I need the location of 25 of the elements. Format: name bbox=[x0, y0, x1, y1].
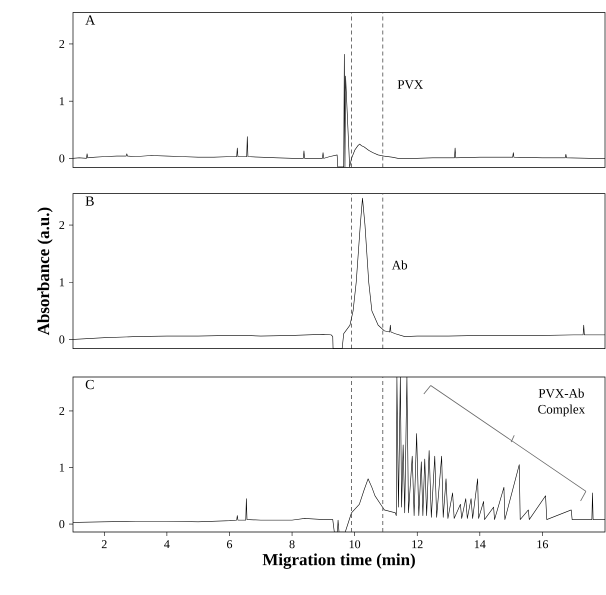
annotation: Ab bbox=[392, 260, 408, 270]
y-tick-label: 0 bbox=[59, 520, 64, 528]
y-tick-label: 1 bbox=[60, 278, 64, 286]
chart-title: B bbox=[86, 196, 94, 206]
x-tick-label: 14 bbox=[474, 540, 486, 548]
x-tick-label: 16 bbox=[537, 540, 548, 548]
x-tick-label: 6 bbox=[227, 540, 232, 548]
x-axis-title: Migration time (min) bbox=[262, 553, 415, 569]
y-tick-label: 1 bbox=[60, 464, 64, 472]
chart-title: C bbox=[86, 380, 94, 390]
annotation: PVX-Ab Complex bbox=[538, 388, 585, 416]
y-tick-label: 2 bbox=[59, 406, 64, 415]
x-tick-label: 8 bbox=[290, 540, 295, 548]
y-tick-label: 2 bbox=[59, 221, 64, 230]
y-tick-label: 0 bbox=[59, 154, 64, 162]
y-axis-title: Absorbance (a.u.) bbox=[37, 208, 53, 336]
x-tick-label: 2 bbox=[102, 540, 107, 548]
y-tick-label: 1 bbox=[60, 97, 64, 106]
annotation: PVX bbox=[398, 80, 424, 89]
y-tick-label: 0 bbox=[59, 335, 64, 344]
y-tick-label: 2 bbox=[59, 40, 64, 48]
x-tick-label: 12 bbox=[412, 540, 423, 548]
x-tick-label: 10 bbox=[350, 540, 360, 548]
chart-title: A bbox=[85, 15, 96, 25]
x-tick-label: 4 bbox=[164, 540, 170, 548]
